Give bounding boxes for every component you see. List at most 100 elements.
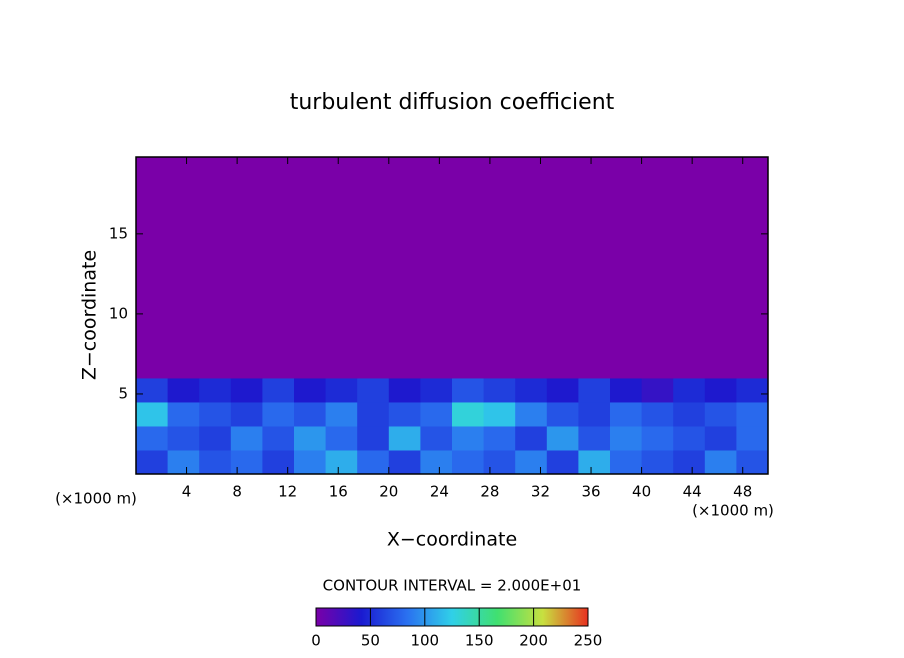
- cell: [262, 425, 295, 451]
- x-tick-label: 48: [733, 483, 752, 501]
- cell: [546, 425, 579, 451]
- plot-frame: [135, 156, 769, 475]
- cell: [483, 157, 516, 379]
- cell: [515, 157, 548, 379]
- cell: [515, 449, 548, 475]
- cell: [262, 157, 295, 379]
- cell: [357, 401, 390, 427]
- colorbar-tick-label: 100: [410, 632, 439, 650]
- cell: [262, 377, 295, 403]
- cell: [136, 401, 169, 427]
- cell: [167, 449, 200, 475]
- x-tick-label: 36: [581, 483, 600, 501]
- cell: [673, 377, 706, 403]
- cell: [325, 401, 358, 427]
- colorbar: [315, 607, 589, 627]
- cell: [483, 425, 516, 451]
- cell: [230, 157, 263, 379]
- cell: [199, 425, 232, 451]
- cell: [736, 377, 769, 403]
- cell: [704, 157, 737, 379]
- chart-title: turbulent diffusion coefficient: [290, 90, 615, 115]
- cell: [230, 425, 263, 451]
- cell: [452, 425, 485, 451]
- cell: [199, 157, 232, 379]
- colorbar-tick-label: 50: [361, 632, 380, 650]
- cell: [167, 377, 200, 403]
- cell: [515, 425, 548, 451]
- cell: [578, 157, 611, 379]
- cell: [262, 401, 295, 427]
- cell: [294, 157, 327, 379]
- cell: [262, 449, 295, 475]
- cell: [736, 157, 769, 379]
- cell: [136, 449, 169, 475]
- cell: [704, 425, 737, 451]
- cell: [704, 401, 737, 427]
- cell: [357, 449, 390, 475]
- x-tick-label: 4: [182, 483, 192, 501]
- colorbar-tick-label: 200: [519, 632, 548, 650]
- cell: [325, 157, 358, 379]
- cell: [483, 401, 516, 427]
- cell: [515, 401, 548, 427]
- cell: [483, 377, 516, 403]
- cell: [610, 377, 643, 403]
- cell: [230, 377, 263, 403]
- cell: [546, 401, 579, 427]
- cell: [325, 449, 358, 475]
- x-axis-label: X−coordinate: [387, 529, 517, 551]
- contour-interval: CONTOUR INTERVAL = 2.000E+01: [323, 577, 582, 595]
- cell: [546, 377, 579, 403]
- x-tick-label: 32: [531, 483, 550, 501]
- cell: [704, 449, 737, 475]
- cell: [136, 425, 169, 451]
- cell: [610, 401, 643, 427]
- cell: [167, 425, 200, 451]
- cell: [673, 449, 706, 475]
- y-axis-label: Z−coordinate: [79, 250, 101, 380]
- cell: [641, 401, 674, 427]
- x-tick-label: 40: [632, 483, 651, 501]
- x-tick-label: 24: [430, 483, 449, 501]
- cell: [294, 401, 327, 427]
- cell: [452, 377, 485, 403]
- cell: [641, 449, 674, 475]
- cell: [199, 401, 232, 427]
- x-tick-label: 16: [329, 483, 348, 501]
- x-tick-label: 8: [232, 483, 242, 501]
- cell: [578, 401, 611, 427]
- cell: [578, 377, 611, 403]
- cell: [578, 425, 611, 451]
- cell: [357, 377, 390, 403]
- cell: [515, 377, 548, 403]
- cell: [452, 449, 485, 475]
- cell: [641, 377, 674, 403]
- cell: [199, 449, 232, 475]
- cell: [388, 449, 421, 475]
- cell: [736, 401, 769, 427]
- cell: [673, 157, 706, 379]
- cell: [673, 401, 706, 427]
- colorbar-tick-label: 0: [311, 632, 321, 650]
- cell: [388, 401, 421, 427]
- cell: [199, 377, 232, 403]
- cell: [325, 425, 358, 451]
- cell: [136, 377, 169, 403]
- cell: [420, 401, 453, 427]
- cell: [167, 401, 200, 427]
- cell: [483, 449, 516, 475]
- y-tick-label: 15: [109, 224, 128, 242]
- x-tick-label: 44: [683, 483, 702, 501]
- x-tick-label: 12: [278, 483, 297, 501]
- cell: [388, 157, 421, 379]
- cell: [357, 157, 390, 379]
- y-tick-label: 5: [118, 384, 128, 402]
- x-tick-label: 28: [480, 483, 499, 501]
- cell: [736, 425, 769, 451]
- cell: [167, 157, 200, 379]
- x-tick-label: 20: [379, 483, 398, 501]
- cell: [452, 157, 485, 379]
- cell: [420, 425, 453, 451]
